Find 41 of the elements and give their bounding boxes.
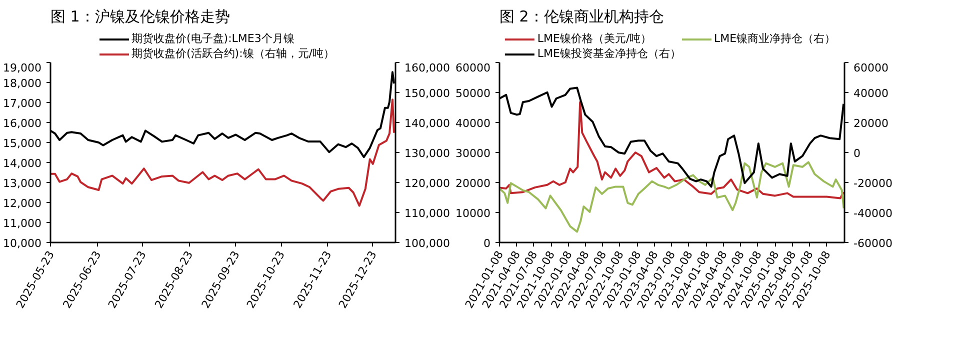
y-tick-label: 30000 [456,147,491,160]
y-tick-label: 50000 [456,87,491,100]
y2-tick-label: -60000 [854,237,892,250]
y2-tick-label: -20000 [854,177,892,190]
y-tick-label: 12,000 [3,197,42,210]
y-tick-label: 60000 [456,62,491,74]
legend-label: LME镍价格（美元/吨） [537,31,652,46]
y-tick-label: 20000 [456,177,491,190]
legend-label: 期货收盘价(电子盘):LME3个月镍 [132,31,294,46]
y2-tick-label: -40000 [854,207,892,220]
y-tick-label: 18,000 [3,77,42,90]
line-series [500,161,844,233]
y2-tick-label: 150,000 [404,87,450,100]
y-tick-label: 13,000 [3,177,42,190]
y-tick-label: 0 [484,237,490,250]
y-tick-label: 19,000 [3,62,42,74]
y2-tick-label: 20000 [854,117,888,130]
y-tick-label: 10000 [456,207,491,220]
y2-tick-label: 60000 [854,62,888,74]
line-series [50,98,395,207]
y-tick-label: 14,000 [3,157,42,170]
y2-tick-label: 140,000 [404,117,450,130]
legend-label: LME镍商业净持仓（右） [714,31,836,46]
y-tick-label: 15,000 [3,137,42,150]
y2-tick-label: 110,000 [404,207,450,220]
y-tick-label: 10,000 [3,237,42,250]
y-tick-label: 17,000 [3,97,42,110]
legend-label: 期货收盘价(活跃合约):镍（右轴，元/吨） [132,46,334,61]
y2-tick-label: 160,000 [404,62,450,74]
y2-tick-label: 130,000 [404,147,450,160]
line-series [500,101,844,200]
y-tick-label: 11,000 [3,217,42,230]
chart-title: 图 2：伦镍商业机构持仓 [500,8,664,26]
legend-label: LME镍投资基金净持仓（右） [537,46,681,61]
y2-tick-label: 40000 [854,87,888,100]
y-tick-label: 16,000 [3,117,42,130]
chart-title: 图 1：沪镍及伦镍价格走势 [50,8,230,26]
y2-tick-label: 100,000 [404,237,450,250]
y-tick-label: 40000 [456,117,491,130]
y2-tick-label: 0 [854,147,860,160]
y2-tick-label: 120,000 [404,177,450,190]
